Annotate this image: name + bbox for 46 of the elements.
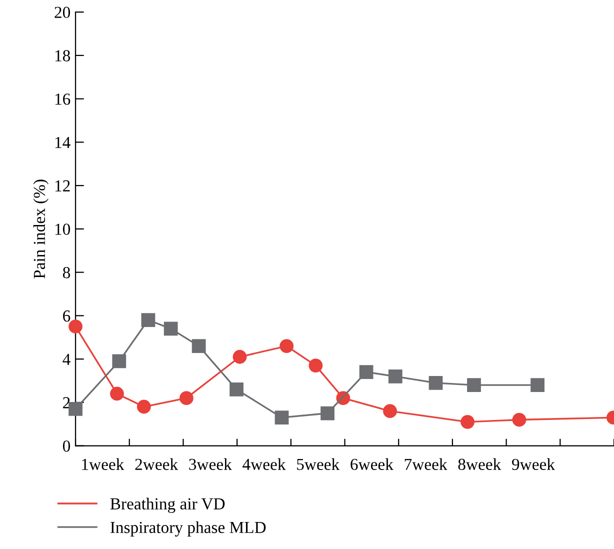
point xyxy=(192,339,206,353)
y-tick-label: 4 xyxy=(62,354,70,365)
y-axis-title: Pain index (%) xyxy=(33,180,48,278)
x-tick-label: 9week xyxy=(512,458,555,470)
x-tick-label: 4week xyxy=(242,458,286,470)
point xyxy=(308,358,323,372)
y-tick-label: 20 xyxy=(54,6,70,18)
y-tick-label: 10 xyxy=(55,224,70,235)
point xyxy=(68,320,82,334)
point xyxy=(180,391,194,406)
y-tick-label: 6 xyxy=(63,310,70,322)
y-tick-label: 0 xyxy=(62,440,70,452)
point xyxy=(164,322,178,336)
y-tick-label: 16 xyxy=(55,94,70,105)
point xyxy=(274,410,289,425)
legend-label: Inspiratory phase MLD xyxy=(110,521,266,537)
point xyxy=(388,369,402,384)
point xyxy=(530,378,544,392)
point xyxy=(112,354,126,368)
point xyxy=(232,350,247,364)
point xyxy=(280,339,294,353)
point xyxy=(359,365,374,379)
y-tick-label: 12 xyxy=(55,180,70,192)
point xyxy=(230,382,244,396)
x-tick-label: 5week xyxy=(297,458,340,470)
x-tick-label: 8week xyxy=(458,458,502,470)
x-tick-label: 2week xyxy=(135,458,178,470)
point xyxy=(136,400,151,414)
y-tick-label: 8 xyxy=(62,267,70,278)
point xyxy=(320,406,334,420)
y-tick-label: 18 xyxy=(55,50,70,62)
y-tick-label: 14 xyxy=(55,136,70,148)
x-tick-label: 7week xyxy=(404,458,448,470)
point xyxy=(383,404,397,418)
x-tick-label: 1week xyxy=(82,458,124,470)
point xyxy=(428,376,443,390)
point xyxy=(512,412,526,427)
point xyxy=(68,402,82,416)
x-tick-label: 3week xyxy=(189,458,232,470)
y-tick-label: 2 xyxy=(63,397,70,408)
legend-label: Breathing air VD xyxy=(110,498,225,513)
x-tick-label: 6week xyxy=(350,458,394,470)
point xyxy=(110,386,124,401)
point xyxy=(467,378,481,392)
point xyxy=(460,414,474,429)
point xyxy=(141,313,156,327)
